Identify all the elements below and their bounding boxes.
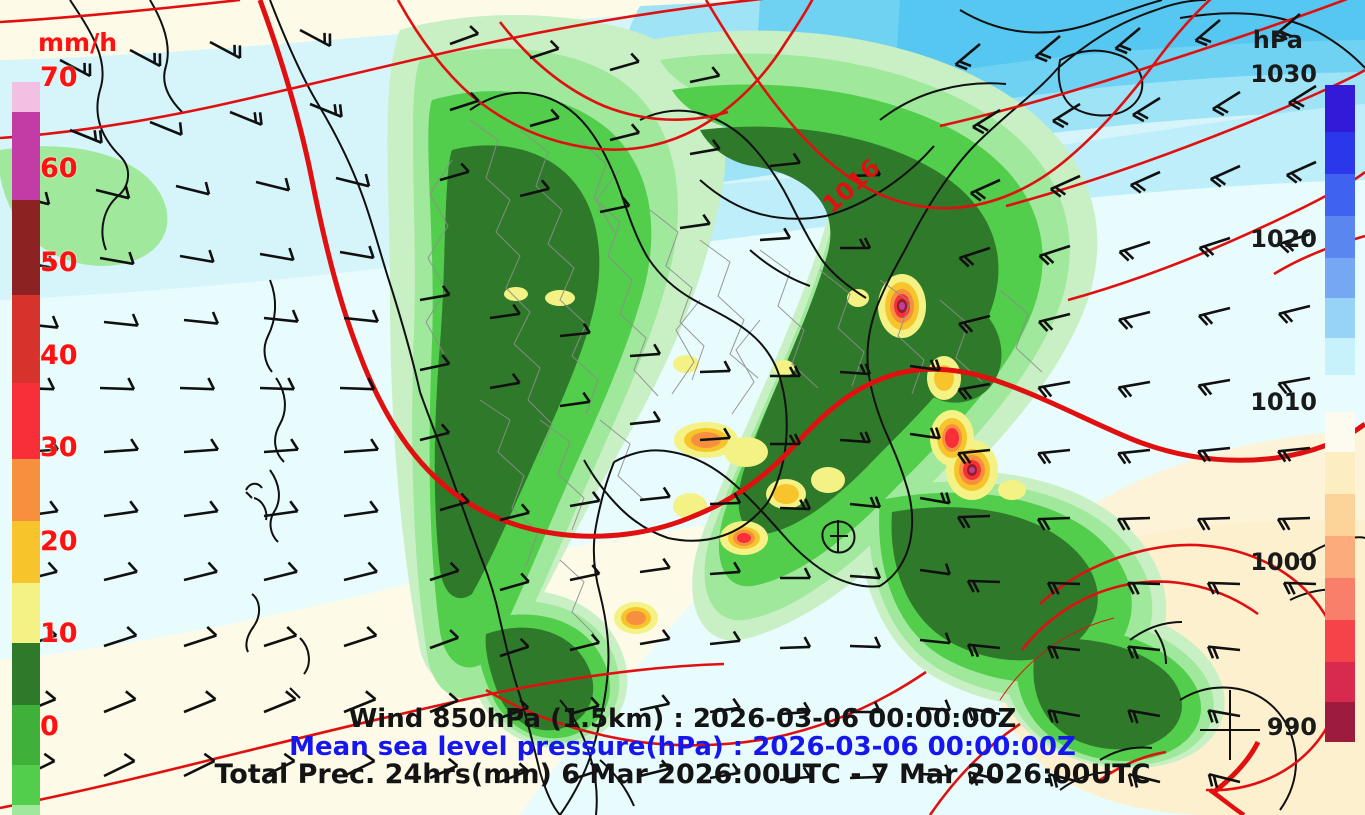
precip-color-band [12, 705, 40, 765]
precip-tick-label: 30 [40, 432, 78, 463]
precipitation-unit-label: mm/h [38, 28, 118, 57]
precip-color-band [12, 643, 40, 705]
precip-tick-label: 0 [40, 711, 59, 742]
pressure-low-band [1325, 578, 1355, 620]
precip-color-band [12, 459, 40, 521]
pressure-low-band [1325, 536, 1355, 578]
precip-color-band [12, 583, 40, 643]
pressure-high-band [1325, 132, 1355, 174]
precip-color-band [12, 112, 40, 200]
pressure-tick-label: 1030 [1250, 60, 1317, 88]
precip-color-band [12, 295, 40, 383]
precip-tick-label: 70 [40, 62, 78, 93]
pressure-colorbar-low [1325, 412, 1355, 742]
pressure-high-band [1325, 338, 1355, 375]
precip-color-band [12, 200, 40, 295]
precip-color-band [12, 765, 40, 805]
pressure-high-band [1325, 85, 1355, 132]
precip-tick-label: 60 [40, 153, 78, 184]
pressure-low-band [1325, 702, 1355, 742]
precip-tick-label: 50 [40, 247, 78, 278]
precip-tick-label: 40 [40, 340, 78, 371]
pressure-high-band [1325, 216, 1355, 258]
wind-barbs [15, 13, 1317, 788]
pressure-low-band [1325, 412, 1355, 452]
precip-tick-label: 10 [40, 618, 78, 649]
coastlines [69, 0, 1365, 815]
pressure-low-band [1325, 452, 1355, 494]
precip-tick-label: 20 [40, 526, 78, 557]
pressure-tick-label: 1000 [1250, 548, 1317, 576]
pressure-unit-label: hPa [1252, 26, 1303, 54]
pressure-tick-label: 1010 [1250, 388, 1317, 416]
pressure-high-band [1325, 298, 1355, 338]
pressure-low-band [1325, 662, 1355, 702]
pressure-low-band [1325, 620, 1355, 662]
precip-color-band [12, 805, 40, 815]
precip-color-band [12, 521, 40, 583]
precip-color-band [12, 82, 40, 112]
pressure-tick-label: 990 [1266, 713, 1317, 741]
pressure-high-band [1325, 174, 1355, 216]
precip-color-band [12, 383, 40, 459]
pressure-high-band [1325, 258, 1355, 298]
pressure-tick-label: 1020 [1250, 225, 1317, 253]
pressure-colorbar-high [1325, 85, 1355, 375]
precipitation-colorbar [12, 82, 40, 815]
pressure-low-band [1325, 494, 1355, 536]
